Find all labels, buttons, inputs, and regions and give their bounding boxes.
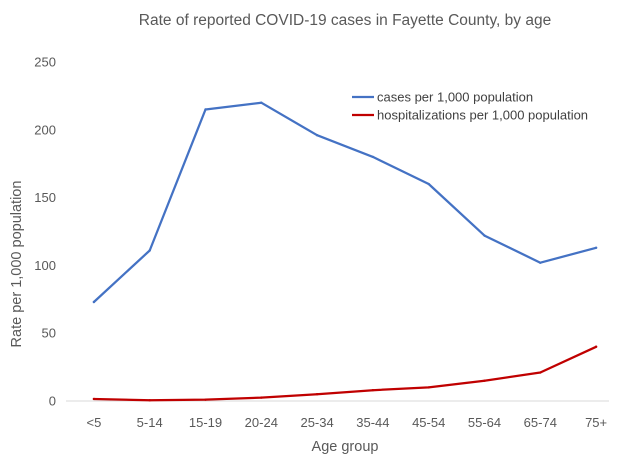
x-tick-label: 25-34 [300, 415, 333, 430]
x-tick-label: 75+ [585, 415, 607, 430]
x-tick-label: 20-24 [245, 415, 278, 430]
x-tick-label: 65-74 [524, 415, 557, 430]
series-line-1 [92, 345, 598, 402]
data-point [92, 300, 96, 304]
y-tick-label: 100 [34, 258, 56, 273]
series-layer [92, 101, 598, 402]
x-axis-label: Age group [312, 439, 379, 455]
data-point [371, 155, 375, 159]
data-point [204, 108, 207, 111]
y-tick-label: 200 [34, 122, 56, 137]
data-point [594, 345, 598, 348]
data-point [594, 246, 598, 249]
legend: cases per 1,000 population hospitalizatio… [352, 90, 588, 123]
y-axis-label: Rate per 1,000 population [9, 181, 25, 348]
x-tick-label: 45-54 [412, 415, 445, 430]
data-point [204, 398, 207, 401]
data-point [92, 397, 96, 401]
data-point [483, 379, 486, 382]
x-tick-label: 15-19 [189, 415, 222, 430]
legend-label: hospitalizations per 1,000 population [377, 108, 588, 123]
y-tick-label: 150 [34, 190, 56, 205]
data-point [260, 101, 263, 104]
data-point [539, 371, 542, 374]
data-point [371, 388, 375, 392]
y-axis-ticks: 0 50 100 150 200 250 [34, 55, 56, 409]
y-tick-label: 0 [49, 394, 56, 409]
series-line-0 [92, 101, 598, 304]
data-point [483, 234, 486, 237]
x-tick-label: 5-14 [137, 415, 163, 430]
data-point [148, 399, 151, 402]
data-point [260, 396, 263, 399]
y-tick-label: 250 [34, 55, 56, 70]
legend-label: cases per 1,000 population [377, 90, 533, 105]
data-point [315, 393, 319, 396]
data-point [148, 249, 151, 252]
data-point [315, 134, 319, 137]
x-tick-label: 35-44 [356, 415, 389, 430]
x-axis-ticks: <5 5-14 15-19 20-24 25-34 35-44 45-54 55-64 65-7… [86, 415, 607, 430]
data-point [427, 182, 430, 186]
x-tick-label: 55-64 [468, 415, 501, 430]
chart-title: Rate of reported COVID-19 cases in Fayet… [139, 12, 551, 29]
data-point [539, 261, 542, 264]
y-tick-label: 50 [42, 326, 56, 341]
x-tick-label: <5 [86, 415, 101, 430]
data-point [427, 386, 430, 389]
